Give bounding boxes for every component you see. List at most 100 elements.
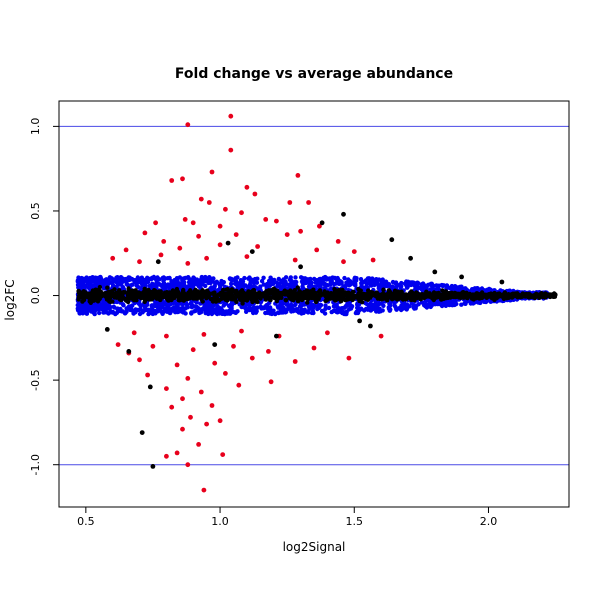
data-point-red — [268, 379, 274, 385]
data-point-black — [134, 298, 139, 303]
data-point-red — [311, 345, 317, 351]
data-point-blue — [359, 280, 364, 286]
data-point-blue — [261, 275, 266, 280]
data-point-blue — [160, 311, 165, 316]
data-point-blue — [103, 308, 108, 314]
data-point-black — [165, 290, 170, 296]
data-point-blue — [293, 307, 298, 313]
data-point-blue — [259, 306, 264, 311]
data-point-blue — [84, 311, 90, 316]
data-point-blue — [484, 299, 489, 304]
data-point-red — [346, 355, 352, 361]
data-point-blue — [302, 276, 308, 281]
data-point-red — [220, 452, 226, 457]
data-point-black — [149, 290, 154, 295]
data-point-red — [223, 371, 228, 376]
data-point-blue — [187, 282, 192, 287]
data-point-blue — [380, 277, 385, 282]
data-point-red — [292, 359, 298, 364]
data-point-blue — [156, 305, 161, 310]
y-tick-label: 1.0 — [29, 118, 42, 136]
data-point-black — [414, 290, 419, 295]
data-point-black — [343, 297, 348, 303]
data-point-blue — [300, 281, 306, 286]
data-point-blue — [124, 282, 129, 287]
data-point-blue — [287, 277, 293, 282]
data-point-black — [144, 291, 149, 297]
data-point-blue — [214, 306, 219, 312]
data-point-black — [389, 237, 395, 243]
data-point-black — [551, 294, 557, 299]
data-point-red — [169, 404, 175, 410]
data-point-black — [467, 291, 473, 297]
data-point-black — [238, 294, 243, 299]
data-point-blue — [168, 309, 173, 315]
data-point-blue — [104, 277, 109, 282]
data-point-black — [288, 288, 293, 293]
data-point-blue — [251, 310, 256, 316]
data-point-blue — [328, 282, 333, 287]
data-point-black — [119, 290, 124, 295]
data-point-blue — [110, 310, 115, 315]
data-point-blue — [429, 303, 434, 308]
plot-frame — [58, 100, 570, 508]
data-point-blue — [334, 276, 339, 282]
data-point-blue — [291, 280, 297, 285]
data-point-blue — [164, 306, 170, 311]
data-point-blue — [281, 277, 286, 282]
data-point-blue — [181, 310, 186, 315]
data-point-red — [196, 233, 202, 239]
data-point-black — [274, 298, 280, 304]
data-point-black — [340, 292, 345, 297]
data-point-blue — [344, 280, 349, 285]
data-point-black — [142, 296, 148, 302]
data-point-red — [306, 200, 311, 205]
data-point-black — [147, 384, 153, 390]
data-point-blue — [447, 302, 452, 308]
data-point-blue — [159, 283, 164, 288]
data-point-blue — [264, 284, 269, 290]
data-point-blue — [177, 275, 183, 280]
data-point-red — [115, 342, 121, 347]
data-point-blue — [488, 299, 493, 304]
data-point-black — [448, 295, 453, 300]
data-point-black — [274, 333, 279, 339]
data-point-blue — [162, 283, 167, 288]
data-point-black — [91, 298, 97, 303]
data-point-blue — [105, 281, 111, 287]
data-point-red — [341, 259, 346, 265]
data-point-blue — [111, 279, 117, 284]
data-point-black — [282, 288, 287, 293]
data-point-blue — [249, 278, 254, 284]
data-point-blue — [133, 307, 138, 312]
data-point-red — [317, 223, 322, 229]
data-point-black — [451, 293, 456, 298]
data-point-blue — [242, 275, 247, 281]
data-point-blue — [129, 277, 135, 282]
data-point-black — [138, 295, 144, 300]
data-point-black — [432, 269, 438, 275]
data-point-black — [199, 289, 204, 295]
data-point-black — [249, 249, 255, 255]
data-point-red — [228, 147, 234, 153]
data-point-red — [161, 239, 167, 244]
data-point-blue — [441, 283, 446, 288]
data-point-blue — [378, 283, 383, 288]
data-point-blue — [233, 310, 238, 315]
data-point-blue — [145, 276, 151, 281]
data-point-blue — [340, 310, 345, 316]
data-point-red — [169, 178, 175, 183]
data-point-blue — [344, 311, 349, 317]
data-point-blue — [401, 304, 407, 309]
data-point-black — [256, 291, 261, 297]
data-point-blue — [146, 311, 151, 317]
data-point-black — [295, 285, 300, 290]
data-point-blue — [451, 300, 457, 305]
data-point-blue — [204, 299, 209, 304]
data-point-blue — [79, 302, 85, 308]
data-point-black — [133, 288, 138, 293]
data-point-blue — [167, 283, 173, 289]
data-point-blue — [286, 306, 291, 311]
data-point-red — [287, 200, 293, 205]
